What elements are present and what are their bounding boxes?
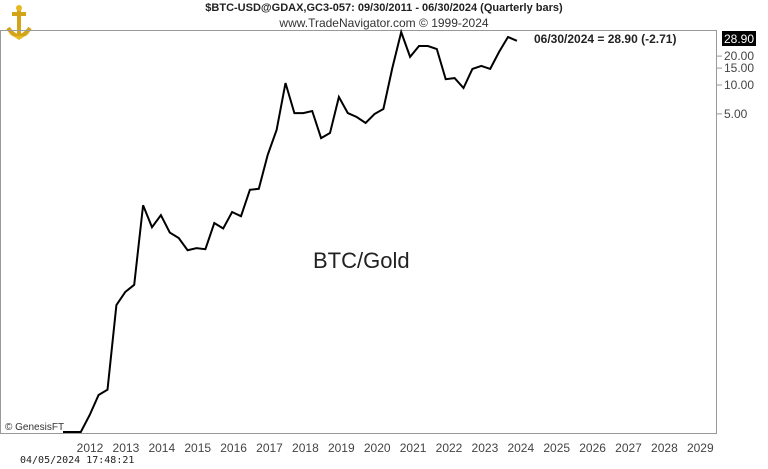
timestamp: 04/05/2024 17:48:21 <box>20 455 135 466</box>
y-tick-label: 10.00 <box>724 78 754 92</box>
x-tick-label: 2017 <box>256 441 283 455</box>
x-tick-label: 2018 <box>292 441 319 455</box>
last-value-badge: 28.90 <box>724 32 754 46</box>
last-value-label: 06/30/2024 = 28.90 (-2.71) <box>534 32 676 46</box>
x-tick-label: 2014 <box>148 441 175 455</box>
copyright-label: © GenesisFT <box>5 422 64 433</box>
plot-frame <box>0 30 717 434</box>
chart-title: $BTC-USD@GDAX,GC3-057: 09/30/2011 - 06/3… <box>205 2 563 14</box>
x-tick-label: 2016 <box>220 441 247 455</box>
x-tick-label: 2024 <box>507 441 534 455</box>
x-tick-label: 2020 <box>364 441 391 455</box>
x-tick-label: 2028 <box>651 441 678 455</box>
x-tick-label: 2029 <box>687 441 714 455</box>
x-tick-label: 2022 <box>436 441 463 455</box>
y-tick-label: 15.00 <box>724 61 754 75</box>
y-tick-label: 5.00 <box>724 107 748 121</box>
x-tick-label: 2023 <box>472 441 499 455</box>
annotation-label: BTC/Gold <box>313 248 410 273</box>
chart-subtitle: www.TradeNavigator.com © 1999-2024 <box>279 16 489 30</box>
x-tick-label: 2015 <box>184 441 211 455</box>
x-tick-label: 2012 <box>77 441 104 455</box>
y-tick-label: 20.00 <box>724 49 754 63</box>
x-tick-label: 2021 <box>400 441 427 455</box>
last-value-badge-bg <box>722 31 756 46</box>
series-line <box>63 28 518 433</box>
x-tick-label: 2027 <box>615 441 642 455</box>
x-tick-label: 2026 <box>579 441 606 455</box>
x-tick-label: 2025 <box>543 441 570 455</box>
x-tick-label: 2019 <box>328 441 355 455</box>
x-tick-label: 2013 <box>113 441 140 455</box>
